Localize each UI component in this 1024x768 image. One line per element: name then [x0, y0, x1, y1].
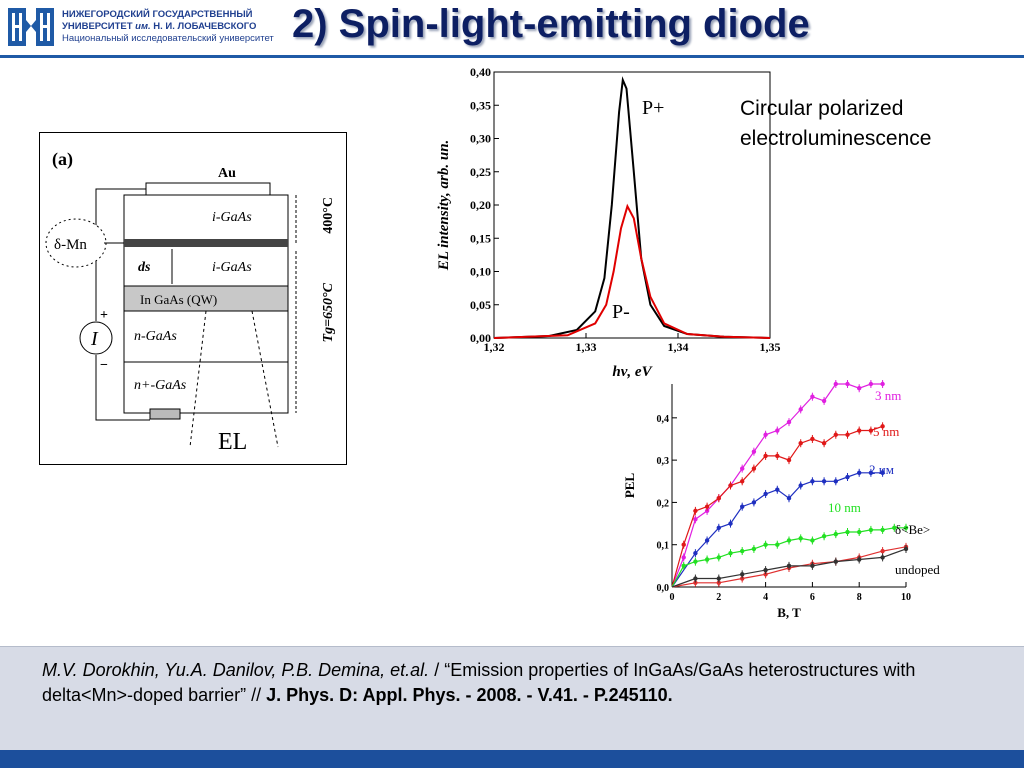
reference-journal: J. Phys. D: Appl. Phys. - 2008. - V.41. …	[266, 685, 673, 705]
label-temp-top: 400°C	[321, 197, 336, 234]
emission-arrow-right	[251, 310, 279, 448]
label-nplus-gaas: n+-GaAs	[134, 378, 187, 393]
emission-arrow-left	[189, 310, 207, 448]
x-tick-label: 1,32	[484, 340, 505, 354]
el-spectrum-chart: 1,32 1,33 1,34 1,35 0,00 0,05 0,10 0,15 0,20 0,25…	[436, 68, 781, 380]
x-tick-label: 8	[857, 592, 862, 603]
label-n-gaas: n-GaAs	[134, 329, 177, 344]
reference-title: “Emission properties of InGaAs/GaAs hete…	[42, 660, 916, 705]
y-tick-label: 0,40	[470, 68, 491, 79]
label-emission: EL	[218, 429, 247, 455]
y-tick-label: 0,30	[470, 132, 491, 146]
header-divider	[0, 55, 1024, 58]
university-line-1: НИЖЕГОРОДСКИЙ ГОСУДАРСТВЕННЫЙ	[62, 9, 253, 20]
qw-layer	[123, 285, 289, 312]
device-structure-diagram: (a) Au i-GaAs i-GaAs In GaAs (QW) n-GaAs…	[45, 149, 336, 455]
annotation-p-minus: P-	[612, 301, 630, 323]
x-tick-label: 1,33	[576, 340, 597, 354]
panel-label: (a)	[52, 149, 73, 170]
series-label: 5 nm	[873, 424, 899, 439]
label-current: I	[90, 328, 99, 350]
university-line-2c: Н. И. ЛОБАЧЕВСКОГО	[153, 21, 257, 32]
y-tick-label: 0,15	[470, 231, 491, 245]
label-top-gaas: i-GaAs	[212, 210, 252, 225]
x-tick-label: 1,35	[760, 340, 781, 354]
label-mid-gaas: i-GaAs	[212, 260, 252, 275]
reference-text: M.V. Dorokhin, Yu.A. Danilov, P.B. Demin…	[42, 658, 982, 708]
caption: Circular polarized electroluminescence	[740, 94, 931, 154]
label-qw: In GaAs (QW)	[140, 292, 217, 307]
university-name: НИЖЕГОРОДСКИЙ ГОСУДАРСТВЕННЫЙ УНИВЕРСИТЕ…	[62, 9, 274, 45]
caption-line-2: electroluminescence	[740, 127, 932, 150]
wire-bottom	[95, 355, 150, 421]
label-plus: +	[100, 308, 108, 323]
x-tick-label: 1,34	[668, 340, 689, 354]
caption-line-1: Circular polarized	[740, 97, 904, 120]
header: НИЖЕГОРОДСКИЙ ГОСУДАРСТВЕННЫЙ УНИВЕРСИТЕ…	[0, 0, 1024, 56]
x-tick-label: 0	[670, 592, 675, 603]
series-label: 2 нм	[869, 462, 894, 477]
y-tick-label: 0,3	[657, 456, 670, 467]
y-tick-label: 0,25	[470, 165, 491, 179]
x-axis-label: B, T	[777, 605, 801, 620]
current-source-icon	[79, 321, 113, 355]
university-line-2a: УНИВЕРСИТЕТ	[62, 21, 133, 32]
series-line-p-	[493, 76, 771, 339]
label-spacer: ds	[138, 260, 151, 275]
y-tick-label: 0,0	[657, 583, 670, 594]
series-label: 3 nm	[875, 388, 901, 403]
x-tick-label: 4	[763, 592, 768, 603]
university-line-2b: им.	[135, 21, 151, 32]
university-line-3: Национальный исследовательский университ…	[62, 33, 274, 44]
series-label: δ<Be>	[895, 522, 930, 537]
x-axis-label: hν, eV	[612, 364, 653, 380]
y-tick-label: 0,2	[657, 498, 670, 509]
reference-authors: M.V. Dorokhin, Yu.A. Danilov, P.B. Demin…	[42, 660, 430, 680]
wire-top	[95, 188, 146, 321]
series-label: 10 nm	[828, 500, 861, 515]
bottom-contact	[149, 408, 181, 420]
x-tick-label: 2	[716, 592, 721, 603]
y-tick-label: 0,05	[470, 298, 491, 312]
x-tick-label: 6	[810, 592, 815, 603]
au-contact	[145, 182, 271, 196]
y-tick-label: 0,1	[657, 541, 670, 552]
x-tick-label: 10	[901, 592, 911, 603]
series-line-p-	[493, 203, 771, 339]
y-axis-label: PEL	[622, 473, 637, 499]
y-tick-label: 0,10	[470, 265, 491, 279]
mn-delta-layer	[124, 239, 288, 247]
series-line-3-nm	[671, 383, 883, 588]
reference-slash: /	[429, 660, 445, 680]
label-minus: −	[100, 358, 108, 373]
annotation-p-plus: P+	[642, 97, 664, 119]
series-label: undoped	[895, 562, 940, 577]
y-axis-label: EL intensity, arb. un.	[436, 140, 452, 272]
plot-frame	[493, 71, 771, 339]
polarization-field-chart: 0 2 4 6 8 10 0,0 0,1 0,2 0,3 0,4 B, T PEL 3 nm 5 nm 2 н…	[622, 380, 940, 620]
university-logo-icon	[8, 8, 54, 46]
label-temp-bottom: Tg=650°C	[321, 282, 336, 342]
y-tick-label: 0,20	[470, 198, 491, 212]
university-line-2: УНИВЕРСИТЕТ им. Н. И. ЛОБАЧЕВСКОГО	[62, 21, 274, 33]
label-au: Au	[218, 166, 236, 181]
label-dopant: δ-Mn	[54, 237, 87, 253]
y-tick-label: 0,4	[657, 414, 670, 425]
y-tick-label: 0,35	[470, 98, 491, 112]
slide-title: 2) Spin-light-emitting diode	[292, 2, 810, 46]
reference-box	[0, 646, 1024, 751]
device-structure-figure: (a) Au i-GaAs i-GaAs In GaAs (QW) n-GaAs…	[39, 132, 347, 465]
footer-bar	[0, 750, 1024, 768]
y-tick-label: 0,00	[470, 331, 491, 345]
